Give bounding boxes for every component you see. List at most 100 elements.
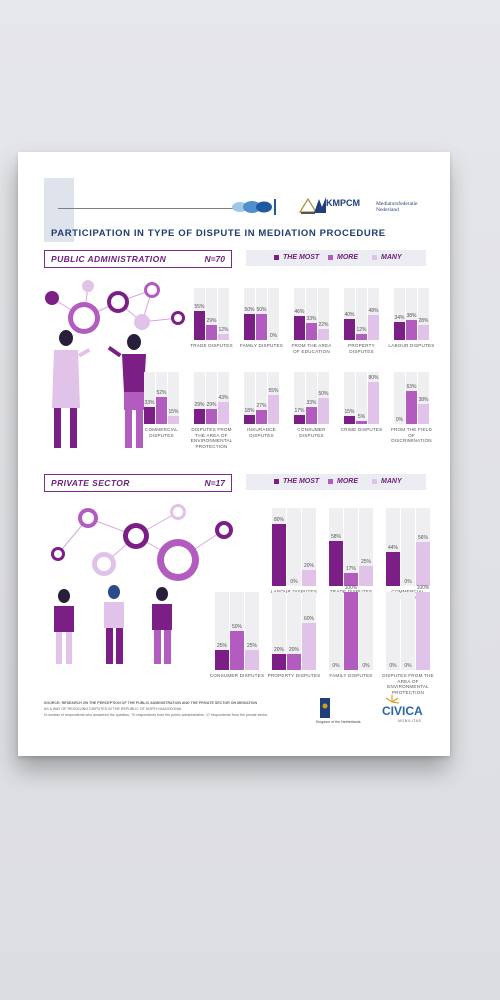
data-label: 48% [368, 308, 379, 314]
section-header-private: PRIVATE SECTOR N=17 [44, 474, 232, 492]
data-label: 44% [387, 545, 398, 551]
kmpcm-logo-text: KMPCM [326, 198, 360, 208]
bar-more [344, 592, 358, 670]
bar-many [416, 542, 430, 586]
chart-label: CONSUMER DISPUTES [297, 427, 326, 438]
data-label: 40% [344, 312, 355, 318]
bar-track [287, 508, 301, 586]
data-label: 22% [318, 322, 329, 328]
waves-logo-icon [232, 199, 276, 215]
data-label: 56% [417, 535, 428, 541]
bar-more [206, 409, 217, 424]
data-label: 33% [144, 400, 155, 406]
header-line [58, 208, 243, 209]
data-label: 38% [418, 397, 429, 403]
bar-track [386, 592, 400, 670]
dispute-chart: 15% 5% 80% CRIME DISPUTES [341, 372, 382, 446]
data-label: 100% [416, 585, 430, 591]
chart-label: FAMILY DISPUTES [239, 343, 284, 348]
data-label: 0% [332, 663, 340, 669]
bar-most [294, 316, 305, 340]
illustration-private [51, 504, 233, 664]
legend-swatch-many [372, 254, 377, 260]
bar-track [394, 372, 405, 424]
bar-track [218, 288, 229, 340]
data-label: 80% [368, 375, 379, 381]
chart-label: FROM THE FIELD OF DISCRIMINATION [391, 427, 432, 444]
bar-more [306, 323, 317, 340]
chart-label: TRADE DISPUTES [190, 343, 233, 348]
data-label: 80% [273, 517, 284, 523]
data-label: 0% [404, 579, 412, 585]
bar-more [406, 320, 417, 340]
section-n: N=70 [204, 254, 225, 264]
data-label: 20% [288, 647, 299, 653]
mediators-logo-text: Mediatorsfederatie Nederland [376, 201, 418, 213]
legend-swatch-many [372, 478, 377, 484]
legend-swatch-most [274, 254, 279, 260]
dispute-chart: 40% 12% 48% PROPERTY DISPUTES [344, 288, 379, 362]
legend-most: THE MOST [283, 478, 320, 485]
data-label: 33% [306, 316, 317, 322]
legend-public: THE MOST MORE MANY [246, 250, 426, 266]
legend-private: THE MOST MORE MANY [246, 474, 426, 490]
bar-track [406, 288, 417, 340]
chart-label: PROPERTY DISPUTES [267, 673, 321, 678]
data-label: 29% [194, 402, 205, 408]
bar-most [244, 314, 255, 340]
data-label: 18% [244, 408, 255, 414]
data-label: 12% [218, 327, 229, 333]
section-name: PUBLIC ADMINISTRATION [51, 254, 167, 264]
chart-label: LABOUR DISPUTES [388, 343, 435, 348]
bar-most [244, 415, 255, 424]
dispute-chart: 18% 27% 55% INSURANCE DISPUTES [244, 372, 279, 446]
bar-most [215, 650, 229, 670]
data-label: 50% [318, 391, 329, 397]
legend-swatch-more [328, 478, 333, 484]
footer-source-line: SOURCE: RESEARCH ON THE PERCEPTION OF TH… [44, 701, 258, 705]
data-label: 38% [406, 313, 417, 319]
chart-label: FAMILY DISPUTES [329, 673, 373, 678]
civica-sub-text: MOBILITAS [398, 719, 422, 723]
chart-label: PROPERTY DISPUTES [348, 343, 375, 354]
chart-label: CRIME DISPUTES [340, 427, 383, 432]
dispute-chart: 55% 29% 12% TRADE DISPUTES [190, 288, 233, 362]
bar-many [318, 398, 329, 424]
bar-track [206, 372, 217, 424]
data-label: 5% [357, 414, 366, 420]
bar-more [356, 334, 367, 340]
bar-many [416, 592, 430, 670]
bar-many [418, 325, 429, 340]
data-label: 15% [168, 409, 179, 415]
data-label: 0% [389, 663, 397, 669]
data-label: 34% [394, 315, 405, 321]
bar-track [418, 372, 429, 424]
poster: KMPCM Mediatorsfederatie Nederland PARTI… [18, 152, 450, 756]
bar-most [386, 552, 400, 586]
bar-many [268, 395, 279, 424]
bar-track [329, 592, 343, 670]
bar-more [406, 391, 417, 424]
bar-most [344, 319, 355, 340]
kmpcm-logo-icon [314, 197, 326, 213]
bar-most [194, 311, 205, 340]
dispute-chart: 0% 0% 100% DISPUTES FROM THE AREA OF ENVIRO… [382, 585, 433, 695]
bar-more [256, 410, 267, 424]
bar-track [401, 592, 415, 670]
chart-label: DISPUTES FROM THE AREA OF ENVIRONMENTAL … [190, 427, 233, 449]
network-nodes [51, 504, 233, 581]
bar-track [168, 372, 179, 424]
data-label: 29% [206, 318, 217, 324]
dispute-chart: 34% 38% 28% LABOUR DISPUTES [388, 288, 434, 362]
bar-track [306, 372, 317, 424]
data-label: 63% [406, 384, 417, 390]
bar-track [294, 288, 305, 340]
data-label: 17% [345, 566, 356, 572]
data-label: 33% [306, 400, 317, 406]
bar-track [294, 372, 305, 424]
bar-track [244, 372, 255, 424]
bar-many [368, 382, 379, 424]
person-figure-3 [152, 587, 172, 664]
data-label: 25% [246, 643, 257, 649]
bar-more [256, 314, 267, 340]
